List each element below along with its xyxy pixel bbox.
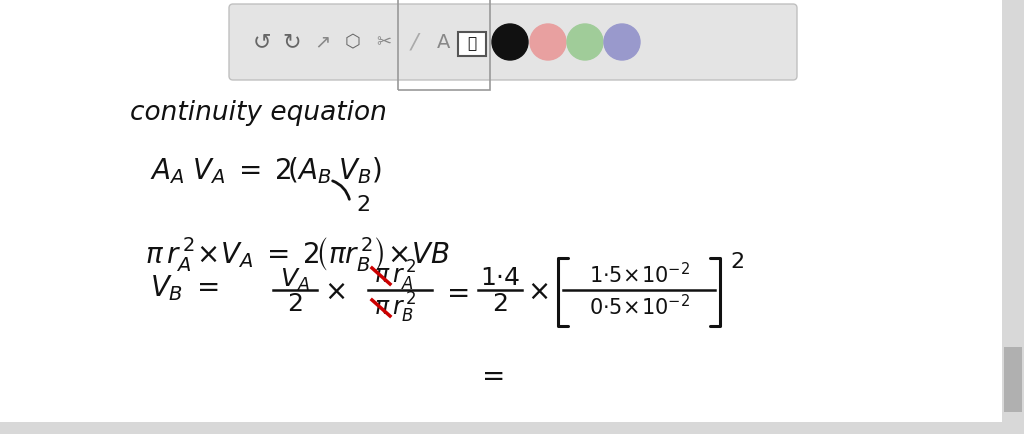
Circle shape [530,24,566,60]
Text: $\pi\,r_A^{\,2}\!\times\!V_A\;=\;2\!\left(\pi r_B^{\,2}\right)\!\times\!VB$: $\pi\,r_A^{\,2}\!\times\!V_A\;=\;2\!\lef… [145,235,450,273]
Text: $=$: $=$ [441,278,469,306]
Text: $2$: $2$ [288,292,303,316]
Text: $V_A$: $V_A$ [281,267,310,293]
Text: 2: 2 [356,195,370,215]
Text: $V_B\;=$: $V_B\;=$ [150,273,218,303]
Text: ↗: ↗ [313,33,330,52]
Text: ✂: ✂ [377,33,391,51]
Text: $2$: $2$ [493,292,508,316]
Bar [0,422,1024,434]
Text: $=$: $=$ [476,361,504,389]
Circle shape [567,24,603,60]
Text: continuity equation: continuity equation [130,100,387,126]
Text: /: / [411,32,418,52]
Bar [1002,0,1024,434]
Text: $\pi\,r_B^{\,2}$: $\pi\,r_B^{\,2}$ [374,291,416,325]
Text: ↺: ↺ [253,32,271,52]
FancyBboxPatch shape [229,4,797,80]
Bar [1004,347,1022,412]
Text: $2$: $2$ [730,252,743,272]
Text: $A_A\;V_A\;=\;2\!\left(A_B\;V_B\right)$: $A_A\;V_A\;=\;2\!\left(A_B\;V_B\right)$ [150,155,382,186]
Bar [458,32,486,56]
Text: ↻: ↻ [283,32,301,52]
Text: $\times$: $\times$ [325,278,346,306]
Text: 🏔: 🏔 [467,36,476,52]
Text: $0{\cdot}5\!\times\!10^{-2}$: $0{\cdot}5\!\times\!10^{-2}$ [589,294,689,319]
Text: $\pi\,r_A^{\,2}$: $\pi\,r_A^{\,2}$ [374,259,416,293]
Text: ⬡: ⬡ [344,33,359,51]
Text: $1{\cdot}5\!\times\!10^{-2}$: $1{\cdot}5\!\times\!10^{-2}$ [589,263,689,288]
Text: $1{\cdot}4$: $1{\cdot}4$ [480,266,520,290]
Circle shape [492,24,528,60]
Text: A: A [437,33,451,52]
Circle shape [604,24,640,60]
Text: $\times$: $\times$ [527,278,549,306]
